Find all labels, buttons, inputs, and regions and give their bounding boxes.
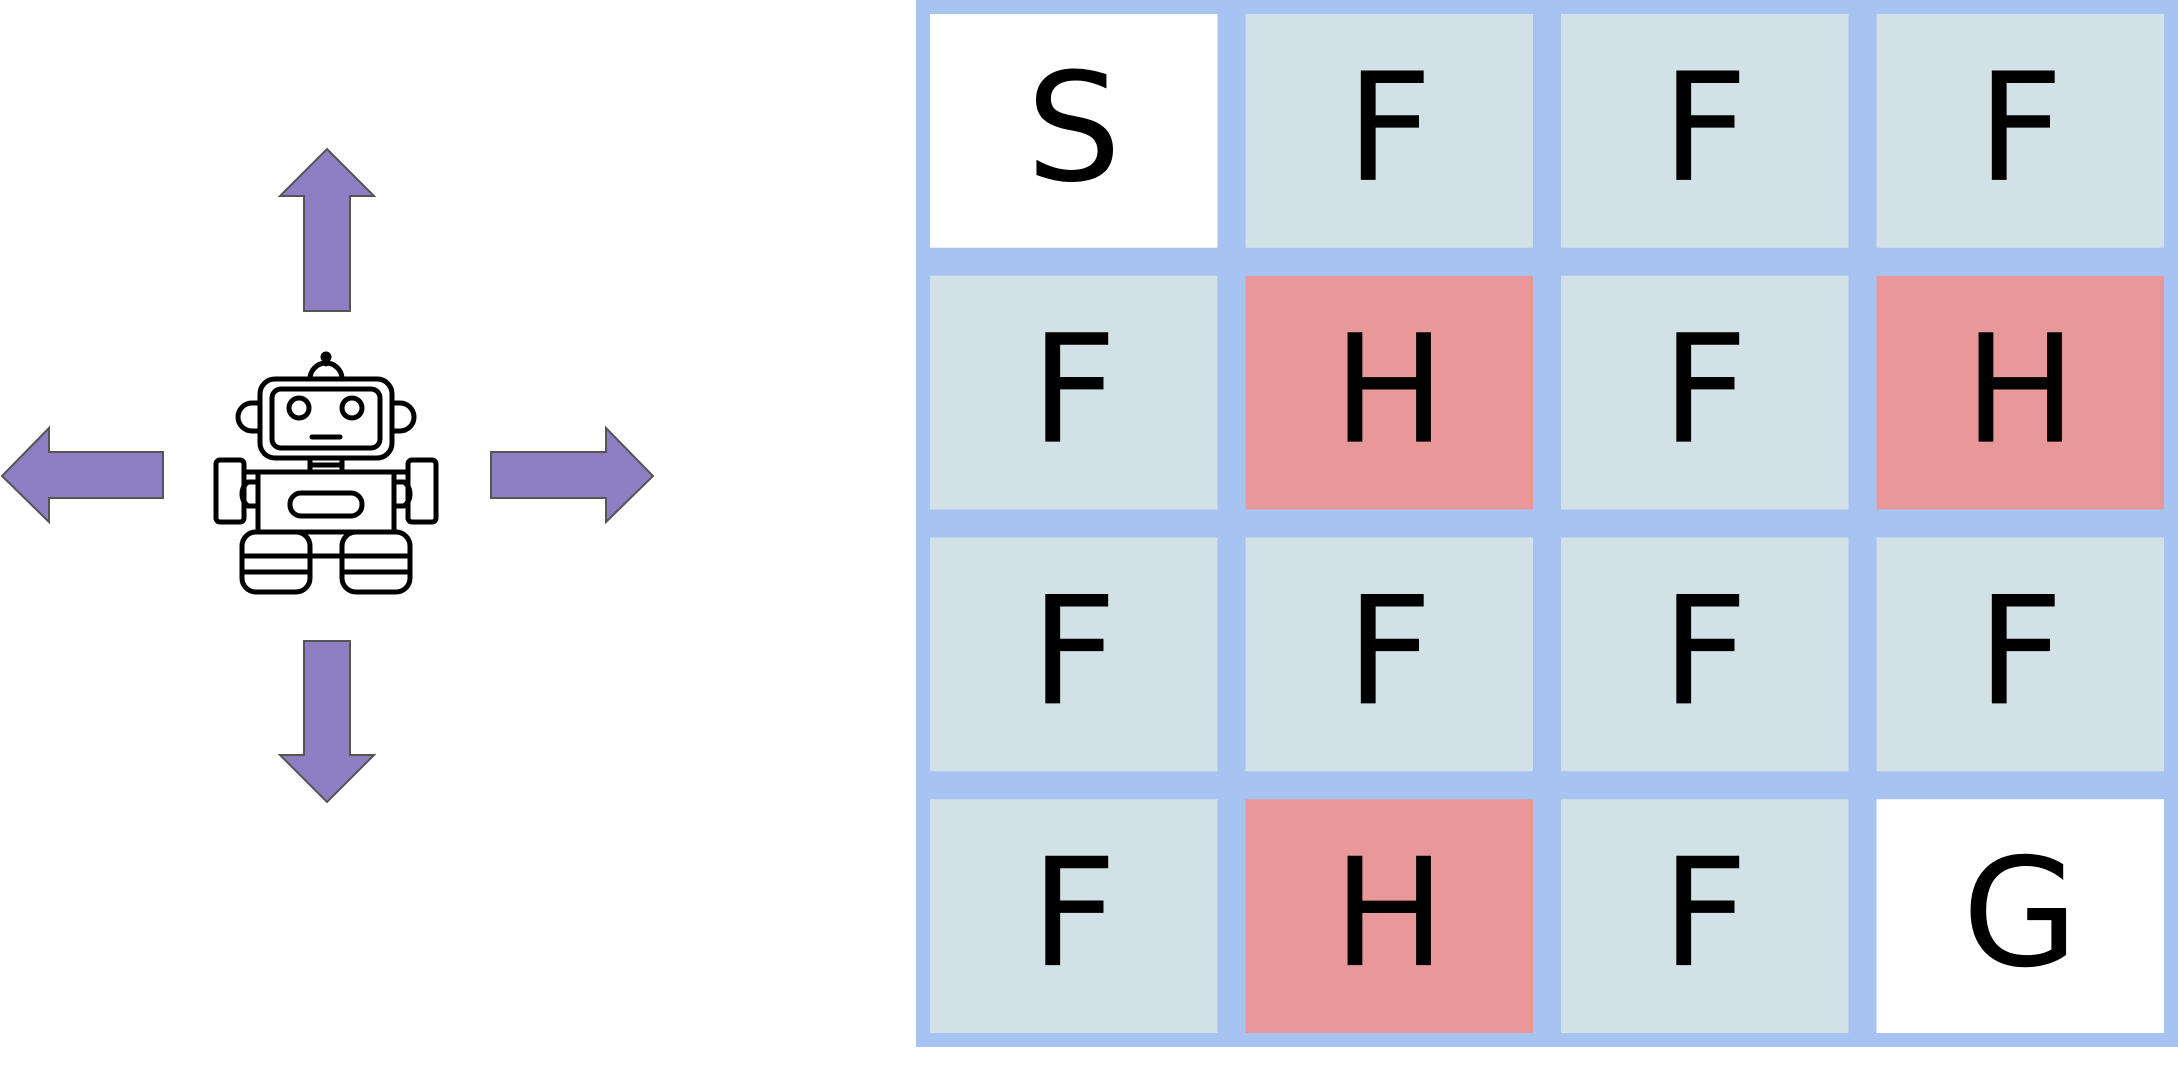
grid-cell-label: H [1333, 304, 1446, 478]
grid-cell-label: F [1977, 565, 2063, 739]
grid-cell-label: S [1026, 42, 1121, 216]
grid-cell-r0c0 [930, 14, 1218, 248]
grid-cell-label: F [1662, 304, 1748, 478]
grid-cell-label: F [1977, 42, 2063, 216]
action-arrows [0, 147, 655, 804]
arrow-left-icon [0, 425, 164, 525]
frozen-lake-grid: S F F FF H F HF F F FF H F G [916, 0, 2178, 1047]
grid-cell-label: F [1031, 304, 1117, 478]
grid-cell-r1c3 [1876, 275, 2164, 510]
grid-cell-r3c3 [1876, 799, 2164, 1033]
grid-cell-r3c0 [930, 799, 1218, 1033]
grid-cell-label: H [1333, 827, 1446, 1001]
grid-cell-label: F [1662, 42, 1748, 216]
grid-cell-r3c1 [1245, 799, 1533, 1033]
grid-cell-label: F [1662, 565, 1748, 739]
grid-cell-label: H [1964, 304, 2077, 478]
grid-cell-r1c0 [930, 275, 1218, 510]
arrow-down-icon [277, 640, 377, 804]
grid-cell-label: F [1662, 827, 1748, 1001]
grid-cell-r1c1 [1245, 275, 1533, 510]
grid-cell-r2c1 [1245, 537, 1533, 772]
grid-cell-r0c1 [1245, 14, 1533, 248]
grid-cell-label: F [1346, 565, 1432, 739]
grid-cell-r2c0 [930, 537, 1218, 772]
grid-cell-label: F [1346, 42, 1432, 216]
grid-cell-label: F [1031, 565, 1117, 739]
grid-cell-r2c2 [1561, 537, 1849, 772]
grid-cell-r3c2 [1561, 799, 1849, 1033]
grid-cell-r2c3 [1876, 537, 2164, 772]
grid-cell-label: F [1031, 827, 1117, 1001]
grid-cell-r1c2 [1561, 275, 1849, 510]
arrow-right-icon [490, 425, 655, 525]
grid-cell-label: G [1962, 827, 2078, 1001]
grid-cell-r0c2 [1561, 14, 1849, 248]
grid-cell-r0c3 [1876, 14, 2164, 248]
arrow-up-icon [277, 147, 377, 312]
robot-icon [213, 351, 439, 595]
